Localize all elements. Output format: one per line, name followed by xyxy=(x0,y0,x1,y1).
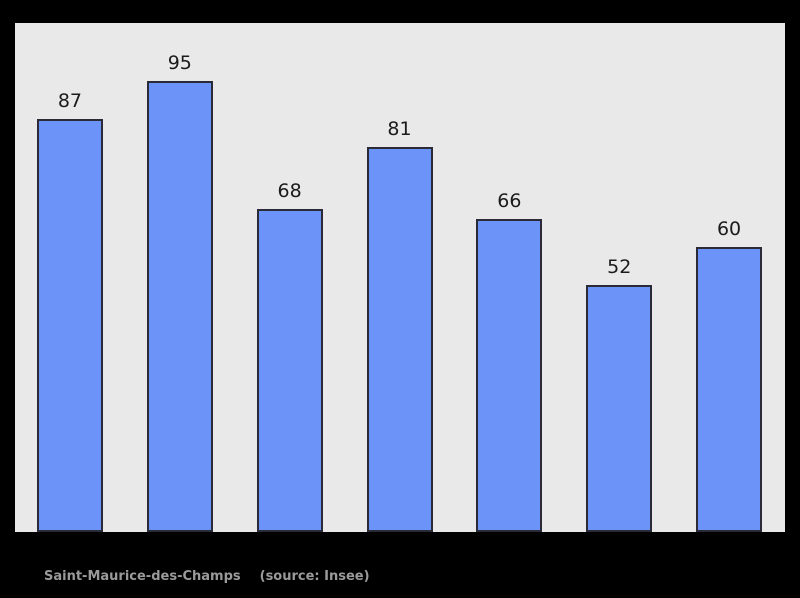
bar-group: 87 xyxy=(36,24,103,532)
bar-value-label: 87 xyxy=(57,89,83,112)
bar-value-label: 60 xyxy=(716,218,742,241)
bar-value-label: 68 xyxy=(277,180,302,203)
bar-group: 60 xyxy=(696,24,763,532)
bar-group: 68 xyxy=(256,24,323,532)
bars-layer: 87 95 68 81 66 52 60 xyxy=(15,23,785,532)
bar[interactable] xyxy=(586,285,653,532)
footer-source: (source: Insee) xyxy=(259,569,370,584)
footer-title: Saint-Maurice-des-Champs xyxy=(44,569,241,584)
bar[interactable] xyxy=(696,247,763,532)
plot-area: 87 95 68 81 66 52 60 xyxy=(14,22,786,533)
chart-footer: Saint-Maurice-des-Champs (source: Insee) xyxy=(44,569,370,584)
bar[interactable] xyxy=(366,147,433,532)
bar-group: 66 xyxy=(476,24,543,532)
bar-value-label: 95 xyxy=(167,51,192,74)
bar-value-label: 66 xyxy=(497,189,522,212)
bar-group: 52 xyxy=(586,24,653,532)
bar-value-label: 81 xyxy=(387,118,412,141)
bar-group: 95 xyxy=(146,24,213,532)
bar[interactable] xyxy=(476,218,543,532)
bar-value-label: 52 xyxy=(607,256,632,279)
bar[interactable] xyxy=(256,209,323,532)
bar[interactable] xyxy=(36,118,103,532)
bar[interactable] xyxy=(146,80,213,532)
bar-group: 81 xyxy=(366,24,433,532)
